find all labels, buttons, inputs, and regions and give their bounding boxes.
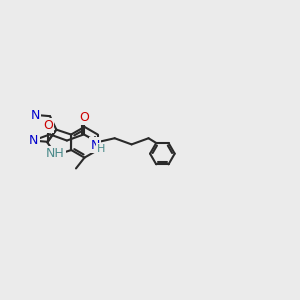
Text: N: N [91,139,100,152]
Text: O: O [79,111,89,124]
Text: N: N [31,109,40,122]
Text: O: O [43,119,53,132]
Text: N: N [29,134,38,147]
Text: H: H [98,144,106,154]
Text: NH: NH [46,147,65,160]
